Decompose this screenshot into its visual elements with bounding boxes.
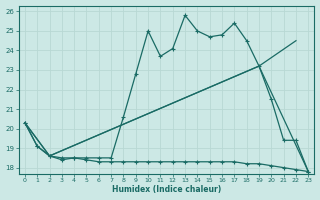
X-axis label: Humidex (Indice chaleur): Humidex (Indice chaleur) (112, 185, 221, 194)
